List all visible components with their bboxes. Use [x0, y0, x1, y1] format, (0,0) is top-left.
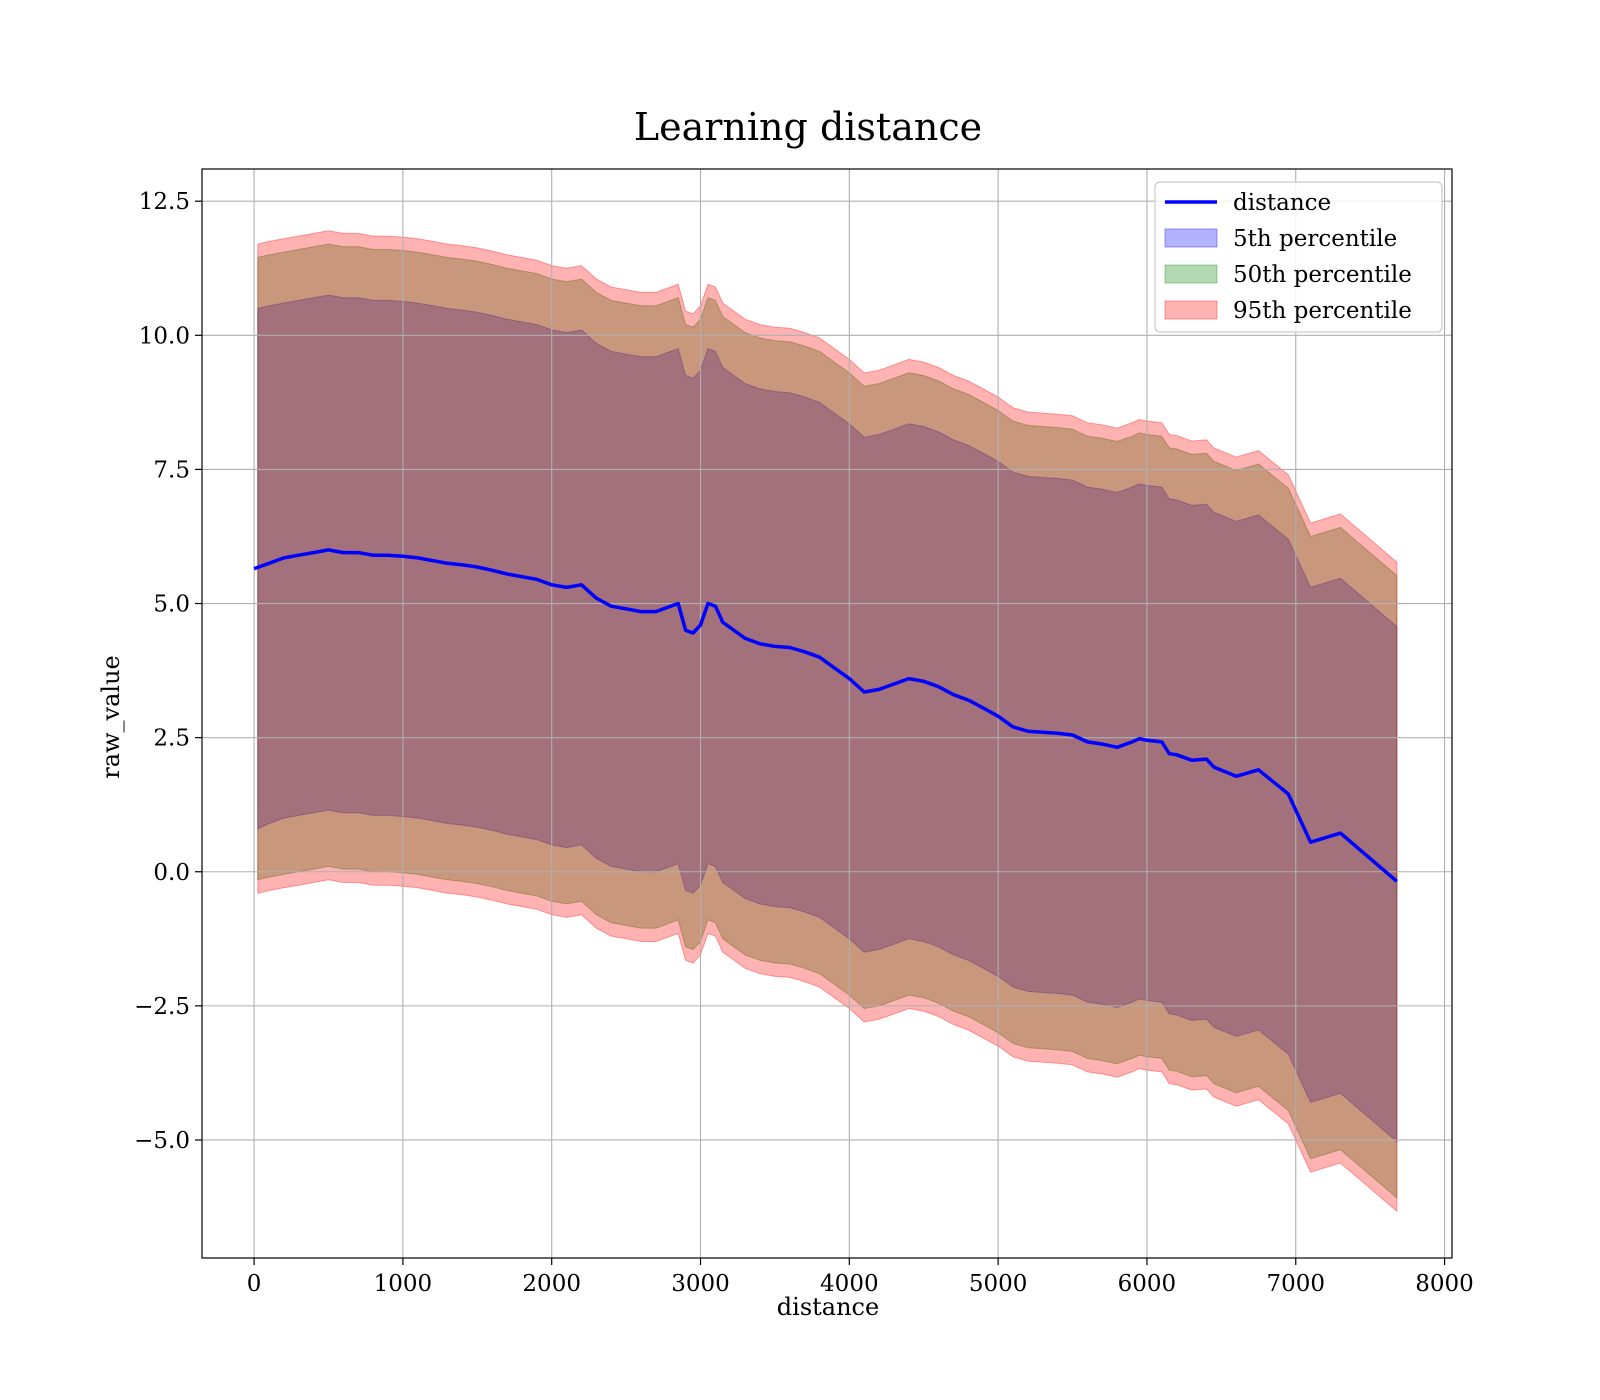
x-tick-label: 4000 — [820, 1271, 879, 1297]
x-tick-label: 6000 — [1118, 1271, 1177, 1297]
legend-swatch-50th-percentile — [1164, 264, 1218, 284]
y-tick-label: 0.0 — [153, 860, 190, 886]
band-5th-percentile — [257, 294, 1398, 1143]
grid-lines — [202, 169, 1452, 1258]
y-tick-label: −2.5 — [134, 994, 190, 1020]
x-tick-label: 0 — [247, 1271, 262, 1297]
y-tick-label: 7.5 — [153, 457, 190, 483]
chart-title: Learning distance — [634, 105, 982, 149]
y-tick-label: 2.5 — [153, 726, 190, 752]
legend-swatch-5th-percentile — [1164, 228, 1218, 248]
y-tick-label: −5.0 — [134, 1128, 190, 1154]
y-axis-label: raw_value — [97, 655, 125, 779]
y-axis-ticks: 12.5 10.0 7.5 5.0 2.5 0.0 −2.5 −5.0 — [134, 189, 202, 1154]
x-axis-ticks: 0 1000 2000 3000 4000 5000 6000 7000 8000 — [247, 1258, 1474, 1297]
percentile-bands — [257, 230, 1398, 1213]
y-tick-label: 5.0 — [153, 592, 190, 618]
x-tick-label: 3000 — [671, 1271, 730, 1297]
x-tick-label: 2000 — [522, 1271, 581, 1297]
plot-frame — [201, 168, 1453, 1259]
distance-line-group — [253, 548, 1399, 883]
legend-label: 95th percentile — [1233, 298, 1412, 324]
distance-line — [253, 548, 1399, 883]
x-axis-label: distance — [777, 1293, 879, 1321]
y-tick-label: 10.0 — [139, 323, 190, 349]
legend-label: 50th percentile — [1233, 262, 1412, 288]
x-tick-label: 7000 — [1266, 1271, 1325, 1297]
band-50th-percentile — [257, 243, 1398, 1199]
legend-label: 5th percentile — [1233, 226, 1397, 252]
y-tick-label: 12.5 — [139, 189, 190, 215]
legend-label: distance — [1233, 190, 1331, 216]
x-tick-label: 1000 — [374, 1271, 433, 1297]
legend: distance 5th percentile 50th percentile 95t… — [1154, 181, 1443, 333]
x-tick-label: 8000 — [1415, 1271, 1474, 1297]
legend-swatch-95th-percentile — [1164, 300, 1218, 320]
legend-box — [1154, 181, 1443, 333]
band-95th-percentile — [257, 230, 1398, 1213]
x-tick-label: 5000 — [969, 1271, 1028, 1297]
